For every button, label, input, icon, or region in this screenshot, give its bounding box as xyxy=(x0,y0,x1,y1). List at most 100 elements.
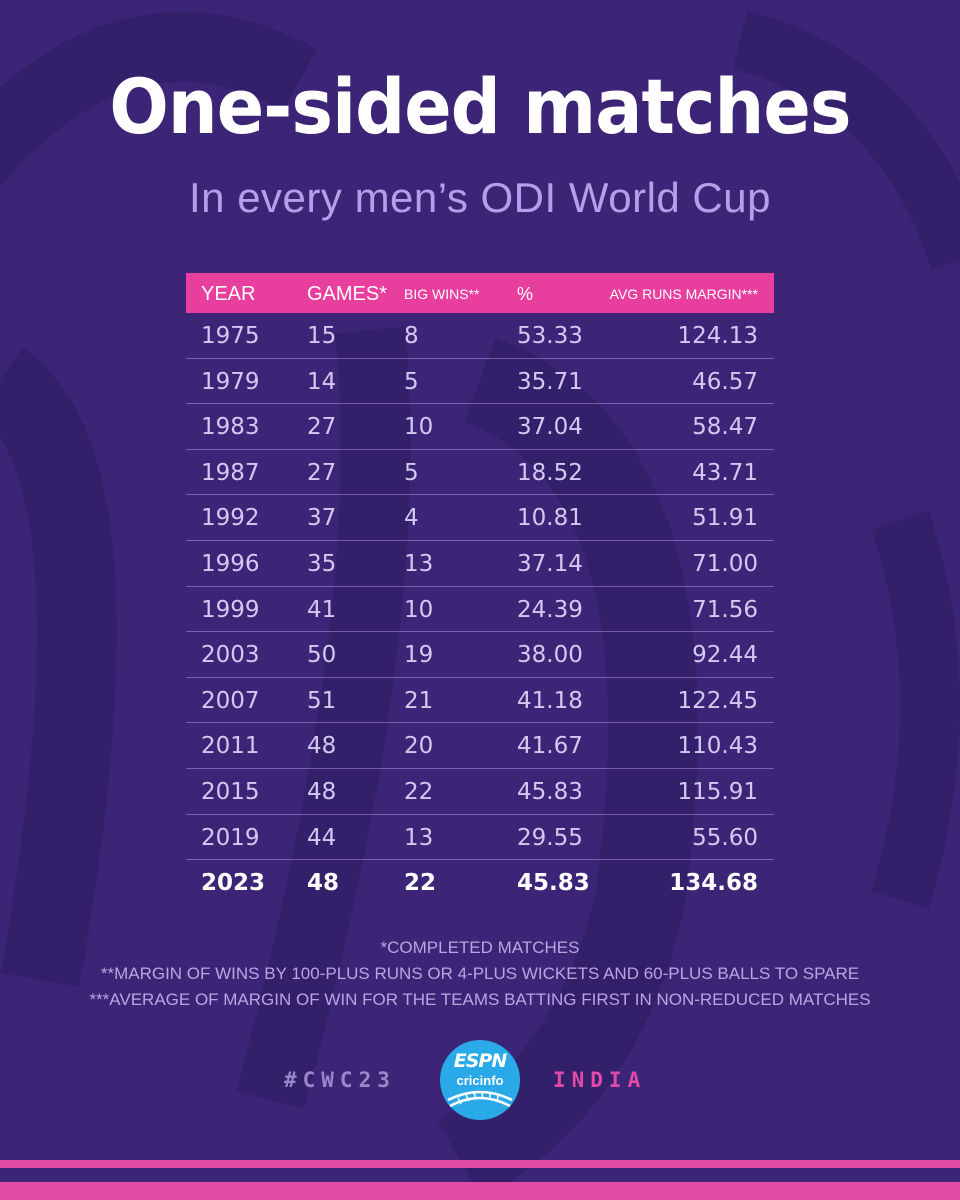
cell-big-wins: 19 xyxy=(404,642,434,669)
cell-games: 51 xyxy=(307,687,337,714)
cell-games: 48 xyxy=(307,870,340,897)
cell-percent: 18.52 xyxy=(517,459,583,486)
cell-year: 1983 xyxy=(201,414,260,441)
chart-subtitle: In every men’s ODI World Cup xyxy=(189,174,771,221)
cell-games: 27 xyxy=(307,459,337,486)
cell-year: 2003 xyxy=(201,642,260,669)
footnote-avg-margin: ***AVERAGE OF MARGIN OF WIN FOR THE TEAM… xyxy=(89,990,871,1009)
cell-big-wins: 22 xyxy=(404,778,434,805)
cell-games: 50 xyxy=(307,642,337,669)
cell-big-wins: 8 xyxy=(404,323,419,349)
cell-games: 14 xyxy=(307,368,337,395)
hashtag: #CWC23 xyxy=(284,1068,396,1092)
table-row: 2003 50 19 38.00 92.44 xyxy=(186,632,774,678)
footer-stripe-bottom xyxy=(0,1182,960,1200)
cell-percent: 37.04 xyxy=(517,414,583,441)
cell-games: 41 xyxy=(307,596,337,623)
cell-games: 35 xyxy=(307,550,337,577)
cell-year: 1975 xyxy=(201,323,260,349)
table-body: 1975 15 8 53.33 124.13 1979 14 5 35.71 46.57 1983 2… xyxy=(186,313,774,906)
table-row: 1975 15 8 53.33 124.13 xyxy=(186,313,774,359)
cell-year: 2023 xyxy=(201,870,266,897)
cell-big-wins: 20 xyxy=(404,733,434,760)
cell-games: 37 xyxy=(307,505,337,532)
cell-avg-runs-margin: 92.44 xyxy=(692,642,758,669)
cell-avg-runs-margin: 55.60 xyxy=(692,824,758,851)
cell-year: 1987 xyxy=(201,459,260,486)
cell-avg-runs-margin: 110.43 xyxy=(677,733,758,760)
footnotes: *COMPLETED MATCHES **MARGIN OF WINS BY 1… xyxy=(0,935,960,1013)
cell-avg-runs-margin: 122.45 xyxy=(677,687,758,714)
table-row: 2023 48 22 45.83 134.68 xyxy=(186,860,774,906)
table-row: 1996 35 13 37.14 71.00 xyxy=(186,541,774,587)
data-table: YEAR GAMES* BIG WINS** % AVG RUNS MARGIN… xyxy=(186,273,774,906)
table-row: 1987 27 5 18.52 43.71 xyxy=(186,450,774,496)
cell-games: 48 xyxy=(307,778,337,805)
column-header-games: GAMES* xyxy=(307,283,388,305)
table-row: 1999 41 10 24.39 71.56 xyxy=(186,587,774,633)
cell-percent: 29.55 xyxy=(517,824,583,851)
cell-year: 1979 xyxy=(201,368,260,395)
table-row: 1979 14 5 35.71 46.57 xyxy=(186,359,774,405)
cell-year: 1996 xyxy=(201,550,260,577)
cell-avg-runs-margin: 115.91 xyxy=(677,778,758,805)
cell-percent: 41.18 xyxy=(517,687,583,714)
cell-big-wins: 4 xyxy=(404,505,419,532)
table-header: YEAR GAMES* BIG WINS** % AVG RUNS MARGIN… xyxy=(186,273,774,313)
cell-percent: 37.14 xyxy=(517,550,583,577)
table-row: 2019 44 13 29.55 55.60 xyxy=(186,815,774,861)
cell-games: 15 xyxy=(307,323,337,349)
cell-avg-runs-margin: 43.71 xyxy=(692,459,758,486)
cell-year: 1992 xyxy=(201,505,260,532)
column-header-big-wins: BIG WINS** xyxy=(404,286,480,302)
cell-percent: 24.39 xyxy=(517,596,583,623)
cell-avg-runs-margin: 134.68 xyxy=(669,870,758,897)
cell-percent: 45.83 xyxy=(517,870,590,897)
footnote-completed: *COMPLETED MATCHES xyxy=(380,938,580,957)
cell-big-wins: 5 xyxy=(404,368,419,395)
cell-avg-runs-margin: 46.57 xyxy=(692,368,758,395)
espncricinfo-logo: ESPN cricinfo xyxy=(440,1040,520,1120)
cell-big-wins: 5 xyxy=(404,459,419,486)
cricket-ball-icon xyxy=(440,1040,520,1120)
cell-percent: 53.33 xyxy=(517,323,583,349)
chart-title: One-sided matches xyxy=(109,62,851,151)
cell-big-wins: 22 xyxy=(404,870,437,897)
column-header-percent: % xyxy=(517,284,534,304)
footnote-big-wins: **MARGIN OF WINS BY 100-PLUS RUNS OR 4-P… xyxy=(100,964,860,983)
cell-year: 2007 xyxy=(201,687,260,714)
cell-year: 2011 xyxy=(201,733,260,760)
cell-percent: 41.67 xyxy=(517,733,583,760)
cell-year: 2019 xyxy=(201,824,260,851)
cell-year: 2015 xyxy=(201,778,260,805)
footer-stripe-top xyxy=(0,1160,960,1168)
cell-percent: 38.00 xyxy=(517,642,583,669)
cell-games: 44 xyxy=(307,824,337,851)
cell-avg-runs-margin: 58.47 xyxy=(692,414,758,441)
cell-avg-runs-margin: 71.56 xyxy=(692,596,758,623)
cell-big-wins: 10 xyxy=(404,414,434,441)
logo-cricinfo-text: cricinfo xyxy=(456,1073,504,1088)
cell-games: 27 xyxy=(307,414,337,441)
cell-percent: 35.71 xyxy=(517,368,583,395)
cell-big-wins: 21 xyxy=(404,687,434,714)
cell-avg-runs-margin: 124.13 xyxy=(677,323,758,349)
cell-big-wins: 13 xyxy=(404,550,434,577)
table-row: 2011 48 20 41.67 110.43 xyxy=(186,723,774,769)
column-header-year: YEAR xyxy=(201,283,256,305)
cell-avg-runs-margin: 51.91 xyxy=(692,505,758,532)
cell-percent: 45.83 xyxy=(517,778,583,805)
cell-big-wins: 10 xyxy=(404,596,434,623)
column-header-avg-runs-margin: AVG RUNS MARGIN*** xyxy=(609,286,758,302)
cell-games: 48 xyxy=(307,733,337,760)
cell-percent: 10.81 xyxy=(517,505,583,532)
table-row: 2007 51 21 41.18 122.45 xyxy=(186,678,774,724)
table-row: 2015 48 22 45.83 115.91 xyxy=(186,769,774,815)
logo-espn-text: ESPN xyxy=(453,1050,508,1072)
cell-year: 1999 xyxy=(201,596,260,623)
edition-label: INDIA xyxy=(553,1068,647,1092)
cell-avg-runs-margin: 71.00 xyxy=(692,550,758,577)
table-row: 1983 27 10 37.04 58.47 xyxy=(186,404,774,450)
